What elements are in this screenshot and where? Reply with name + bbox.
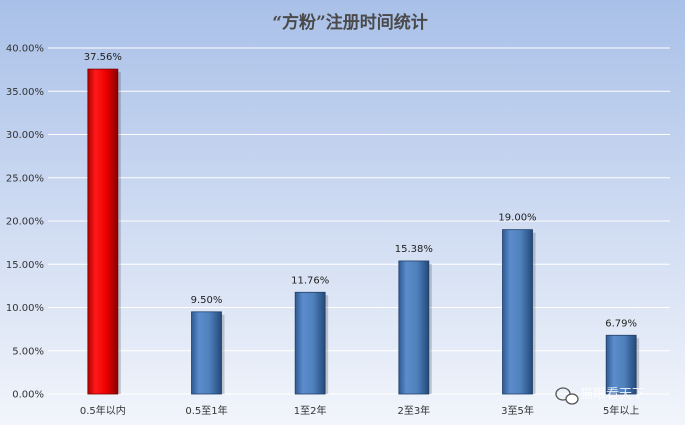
y-tick-label: 30.00% bbox=[6, 130, 44, 141]
y-tick-label: 35.00% bbox=[6, 87, 44, 98]
bar-group bbox=[502, 229, 536, 395]
gridlines bbox=[48, 47, 670, 395]
x-tick-label: 0.5至1年 bbox=[185, 404, 227, 417]
bar-group bbox=[294, 291, 329, 395]
data-label: 11.76% bbox=[291, 275, 329, 286]
data-label: 37.56% bbox=[84, 52, 122, 63]
x-tick-label: 1至2年 bbox=[294, 404, 327, 417]
x-axis: 0.5年以内 0.5至1年 1至2年 2至3年 3至5年 5年以上 bbox=[80, 404, 639, 417]
bar-group bbox=[191, 311, 225, 395]
bar bbox=[87, 68, 119, 395]
bar bbox=[502, 229, 533, 395]
bar-group bbox=[87, 68, 121, 395]
data-label: 6.79% bbox=[605, 318, 637, 329]
y-tick-label: 15.00% bbox=[6, 260, 44, 271]
data-label: 15.38% bbox=[395, 244, 433, 255]
bar bbox=[294, 291, 326, 395]
watermark-text: 猫眼看天下 bbox=[580, 386, 645, 402]
wechat-icon bbox=[555, 387, 579, 405]
bar-group bbox=[398, 260, 432, 395]
x-tick-label: 2至3年 bbox=[397, 404, 430, 417]
y-tick-label: 10.00% bbox=[6, 303, 44, 314]
data-label: 19.00% bbox=[498, 213, 536, 224]
data-label: 9.50% bbox=[191, 295, 223, 306]
y-tick-label: 40.00% bbox=[6, 44, 44, 55]
y-tick-label: 20.00% bbox=[6, 217, 44, 228]
watermark: 猫眼看天下 bbox=[555, 386, 645, 405]
x-tick-label: 5年以上 bbox=[603, 404, 639, 417]
bar-group bbox=[605, 334, 640, 395]
x-tick-label: 3至5年 bbox=[501, 404, 534, 417]
bar bbox=[191, 311, 222, 395]
chart-title: “方粉”注册时间统计 bbox=[272, 12, 428, 33]
y-axis: 0.00% 5.00% 10.00% 15.00% 20.00% 25.00% 30.00%… bbox=[6, 44, 44, 401]
y-tick-label: 5.00% bbox=[12, 346, 44, 357]
x-tick-label: 0.5年以内 bbox=[80, 404, 126, 417]
y-tick-label: 0.00% bbox=[12, 390, 44, 401]
bars: 37.56% 9.50% 11.76% 15.38% 19.00% 6.79% bbox=[84, 52, 640, 395]
bar bbox=[398, 260, 430, 395]
y-tick-label: 25.00% bbox=[6, 173, 44, 184]
bar bbox=[605, 334, 637, 395]
